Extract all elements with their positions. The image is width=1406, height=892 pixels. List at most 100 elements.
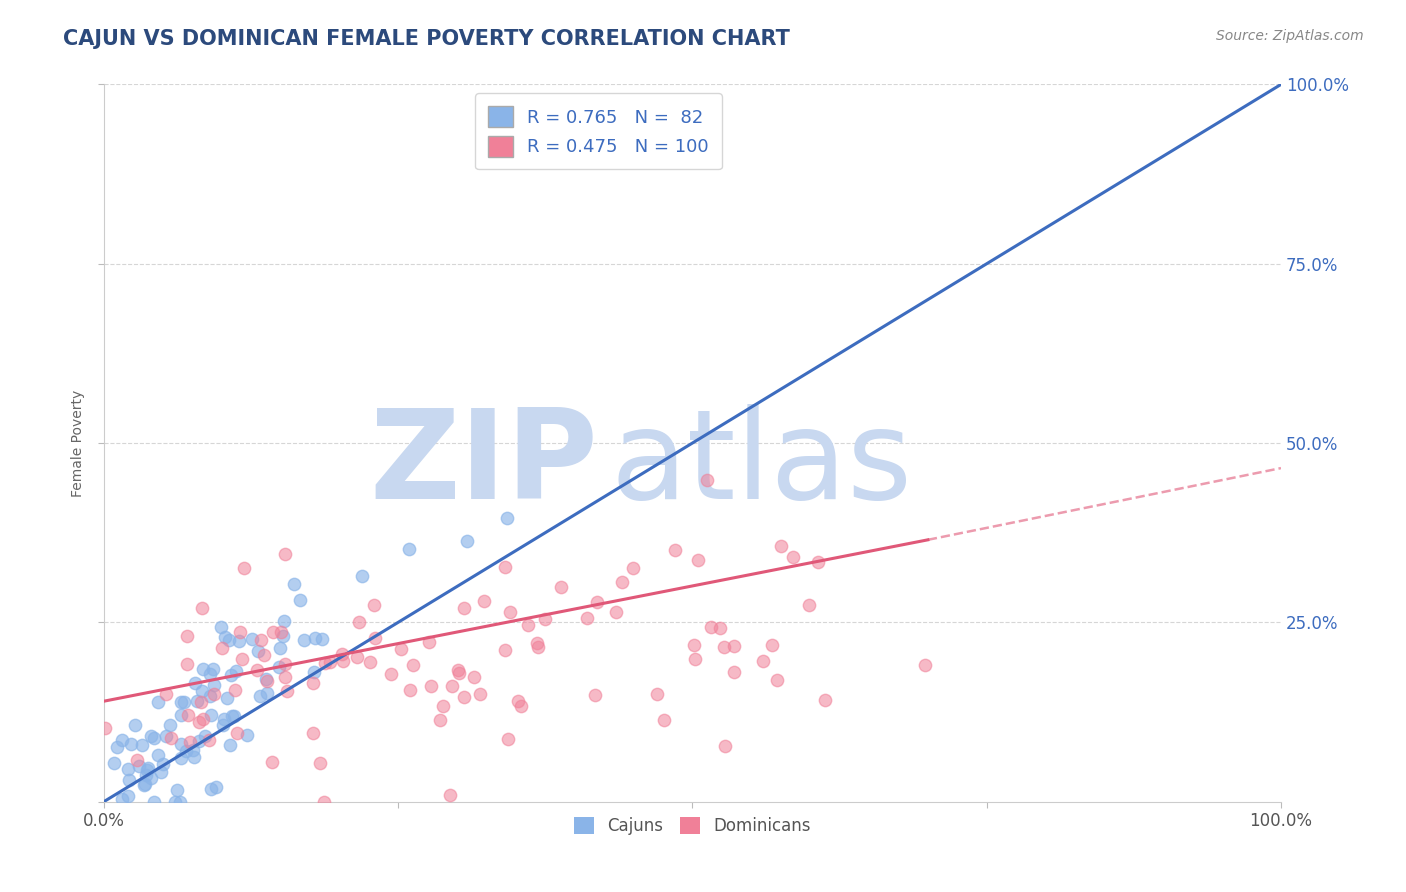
Point: [155, 687, 177, 701]
Point: [200, 708, 222, 723]
Point: [332, 654, 354, 668]
Point: [713, 640, 735, 654]
Point: [439, 788, 461, 802]
Point: [143, 795, 166, 809]
Point: [363, 631, 385, 645]
Point: [202, 661, 225, 675]
Point: [191, 662, 214, 676]
Point: [111, 792, 134, 806]
Point: [194, 729, 217, 743]
Point: [350, 569, 373, 583]
Point: [526, 636, 548, 650]
Point: [311, 632, 333, 646]
Point: [585, 595, 607, 609]
Point: [723, 665, 745, 679]
Point: [209, 620, 232, 634]
Point: [193, 712, 215, 726]
Point: [496, 732, 519, 747]
Point: [253, 648, 276, 663]
Point: [302, 676, 325, 690]
Point: [117, 789, 139, 803]
Point: [302, 665, 325, 679]
Point: [155, 729, 177, 743]
Point: [575, 611, 598, 625]
Point: [288, 593, 311, 607]
Point: [187, 715, 209, 730]
Point: [103, 756, 125, 771]
Point: [380, 666, 402, 681]
Point: [222, 709, 245, 723]
Point: [797, 599, 820, 613]
Point: [212, 717, 235, 731]
Point: [534, 612, 557, 626]
Point: [761, 638, 783, 652]
Point: [224, 683, 246, 698]
Point: [160, 731, 183, 745]
Point: [221, 708, 243, 723]
Point: [132, 778, 155, 792]
Point: [472, 594, 495, 608]
Point: [685, 652, 707, 666]
Point: [309, 756, 332, 771]
Point: [806, 555, 828, 569]
Point: [141, 729, 163, 743]
Point: [131, 739, 153, 753]
Point: [273, 614, 295, 628]
Point: [125, 753, 148, 767]
Point: [509, 698, 531, 713]
Point: [179, 735, 201, 749]
Point: [610, 574, 633, 589]
Point: [218, 633, 240, 648]
Point: [231, 651, 253, 665]
Point: [463, 670, 485, 684]
Point: [214, 631, 236, 645]
Point: [219, 667, 242, 681]
Point: [276, 684, 298, 698]
Point: [262, 625, 284, 640]
Point: [181, 742, 204, 756]
Point: [225, 664, 247, 678]
Point: [170, 751, 193, 765]
Point: [94, 721, 117, 735]
Point: [766, 673, 789, 688]
Point: [186, 693, 208, 707]
Point: [441, 679, 464, 693]
Point: [159, 718, 181, 732]
Point: [269, 640, 291, 655]
Point: [183, 749, 205, 764]
Text: CAJUN VS DOMINICAN FEMALE POVERTY CORRELATION CHART: CAJUN VS DOMINICAN FEMALE POVERTY CORREL…: [63, 29, 790, 48]
Point: [141, 771, 163, 785]
Point: [270, 625, 292, 640]
Point: [135, 763, 157, 777]
Point: [249, 689, 271, 703]
Point: [508, 694, 530, 708]
Point: [583, 688, 606, 702]
Point: [190, 696, 212, 710]
Point: [363, 599, 385, 613]
Point: [418, 635, 440, 649]
Point: [173, 695, 195, 709]
Point: [499, 605, 522, 619]
Point: [447, 663, 470, 677]
Point: [211, 640, 233, 655]
Point: [184, 676, 207, 690]
Point: [447, 665, 470, 680]
Point: [359, 655, 381, 669]
Point: [198, 732, 221, 747]
Point: [267, 660, 290, 674]
Point: [124, 718, 146, 732]
Point: [148, 695, 170, 709]
Point: [330, 647, 353, 661]
Point: [752, 654, 775, 668]
Point: [516, 618, 538, 632]
Point: [683, 638, 706, 652]
Point: [652, 713, 675, 727]
Point: [782, 549, 804, 564]
Point: [170, 707, 193, 722]
Point: [645, 687, 668, 701]
Point: [709, 622, 731, 636]
Point: [453, 601, 475, 615]
Point: [236, 728, 259, 742]
Point: [550, 580, 572, 594]
Point: [527, 640, 550, 654]
